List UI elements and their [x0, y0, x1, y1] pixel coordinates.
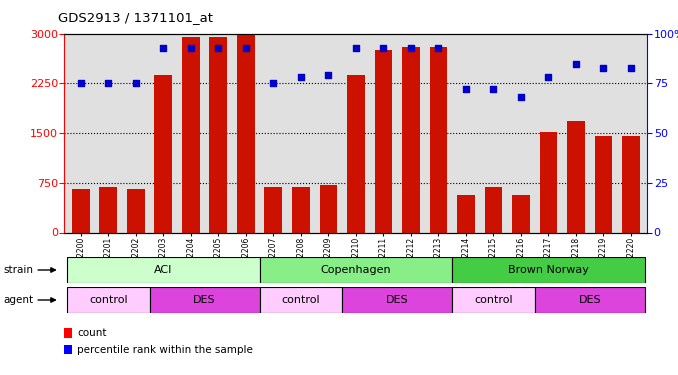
Bar [512, 195, 530, 232]
Text: Copenhagen: Copenhagen [321, 265, 391, 275]
Bar [319, 185, 338, 232]
Point [351, 45, 361, 51]
Point [103, 81, 114, 87]
Bar [485, 188, 502, 232]
Point [296, 75, 306, 81]
Bar [374, 50, 393, 232]
Bar [182, 37, 200, 232]
Bar [535, 287, 645, 313]
Point [515, 94, 526, 100]
Text: count: count [77, 328, 107, 338]
Point [626, 64, 637, 70]
Bar [342, 287, 452, 313]
Point [405, 45, 416, 51]
Bar [457, 195, 475, 232]
Point [213, 45, 224, 51]
Bar [210, 37, 227, 232]
Point [543, 75, 554, 81]
Bar [264, 188, 282, 232]
Point [158, 45, 169, 51]
Point [186, 45, 197, 51]
Bar [622, 136, 640, 232]
Bar [292, 188, 310, 232]
Bar [72, 189, 90, 232]
Text: Brown Norway: Brown Norway [508, 265, 589, 275]
Point [460, 86, 471, 92]
Bar [595, 136, 612, 232]
Point [130, 81, 141, 87]
Bar [237, 34, 255, 232]
Bar [347, 75, 365, 232]
Text: control: control [474, 295, 513, 305]
Bar [430, 47, 447, 232]
Text: ACI: ACI [154, 265, 173, 275]
Bar [540, 132, 557, 232]
Bar [155, 75, 172, 232]
Bar [150, 287, 260, 313]
Bar [100, 188, 117, 232]
Point [75, 81, 86, 87]
Text: control: control [89, 295, 127, 305]
Point [323, 72, 334, 78]
Point [241, 45, 252, 51]
Bar [402, 47, 420, 232]
Text: agent: agent [3, 295, 33, 305]
Text: control: control [281, 295, 320, 305]
Point [488, 86, 499, 92]
Bar [260, 257, 452, 283]
Text: percentile rank within the sample: percentile rank within the sample [77, 345, 253, 355]
Point [571, 60, 582, 67]
Point [378, 45, 389, 51]
Bar [452, 257, 645, 283]
Text: strain: strain [3, 265, 33, 275]
Point [433, 45, 444, 51]
Bar [260, 287, 342, 313]
Text: DES: DES [193, 295, 216, 305]
Text: DES: DES [386, 295, 409, 305]
Text: GDS2913 / 1371101_at: GDS2913 / 1371101_at [58, 11, 213, 24]
Bar [452, 287, 535, 313]
Point [598, 64, 609, 70]
Bar [567, 121, 585, 232]
Point [268, 81, 279, 87]
Text: DES: DES [578, 295, 601, 305]
Bar [67, 287, 150, 313]
Bar [127, 189, 145, 232]
Bar [67, 257, 260, 283]
